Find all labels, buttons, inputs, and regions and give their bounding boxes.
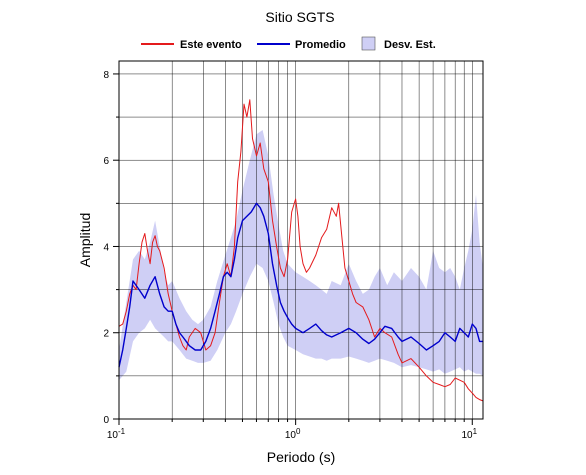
y-tick-label: 6 <box>103 156 109 167</box>
legend: Este evento Promedio Desv. Est. <box>141 36 436 51</box>
gridlines <box>118 61 483 419</box>
legend-label: Promedio <box>295 39 346 51</box>
std-dev-band <box>119 130 483 381</box>
y-axis-label: Amplitud <box>77 213 93 267</box>
series-lines <box>118 99 484 402</box>
legend-swatch-area <box>361 36 376 51</box>
std-dev-band-area <box>119 130 483 381</box>
y-tick-label: 2 <box>103 329 109 340</box>
legend-label: Desv. Est. <box>384 39 436 51</box>
x-tick-label: 101 <box>461 427 477 441</box>
y-axis-ticks: 0 2 4 6 8 <box>103 70 119 426</box>
series-line-mean <box>118 202 483 368</box>
x-tick-label: 10-1 <box>107 427 126 441</box>
x-tick-label: 100 <box>285 427 301 441</box>
y-tick-label: 4 <box>103 242 109 253</box>
x-axis-label: Periodo (s) <box>267 449 335 465</box>
legend-label: Este evento <box>180 39 242 51</box>
plot-frame <box>118 60 484 420</box>
y-tick-label: 8 <box>103 70 109 81</box>
chart-title: Sitio SGTS <box>265 9 334 25</box>
x-axis-ticks: 10-1 100 101 <box>107 419 478 441</box>
y-tick-label: 0 <box>103 415 109 426</box>
series-line-event <box>118 99 484 402</box>
